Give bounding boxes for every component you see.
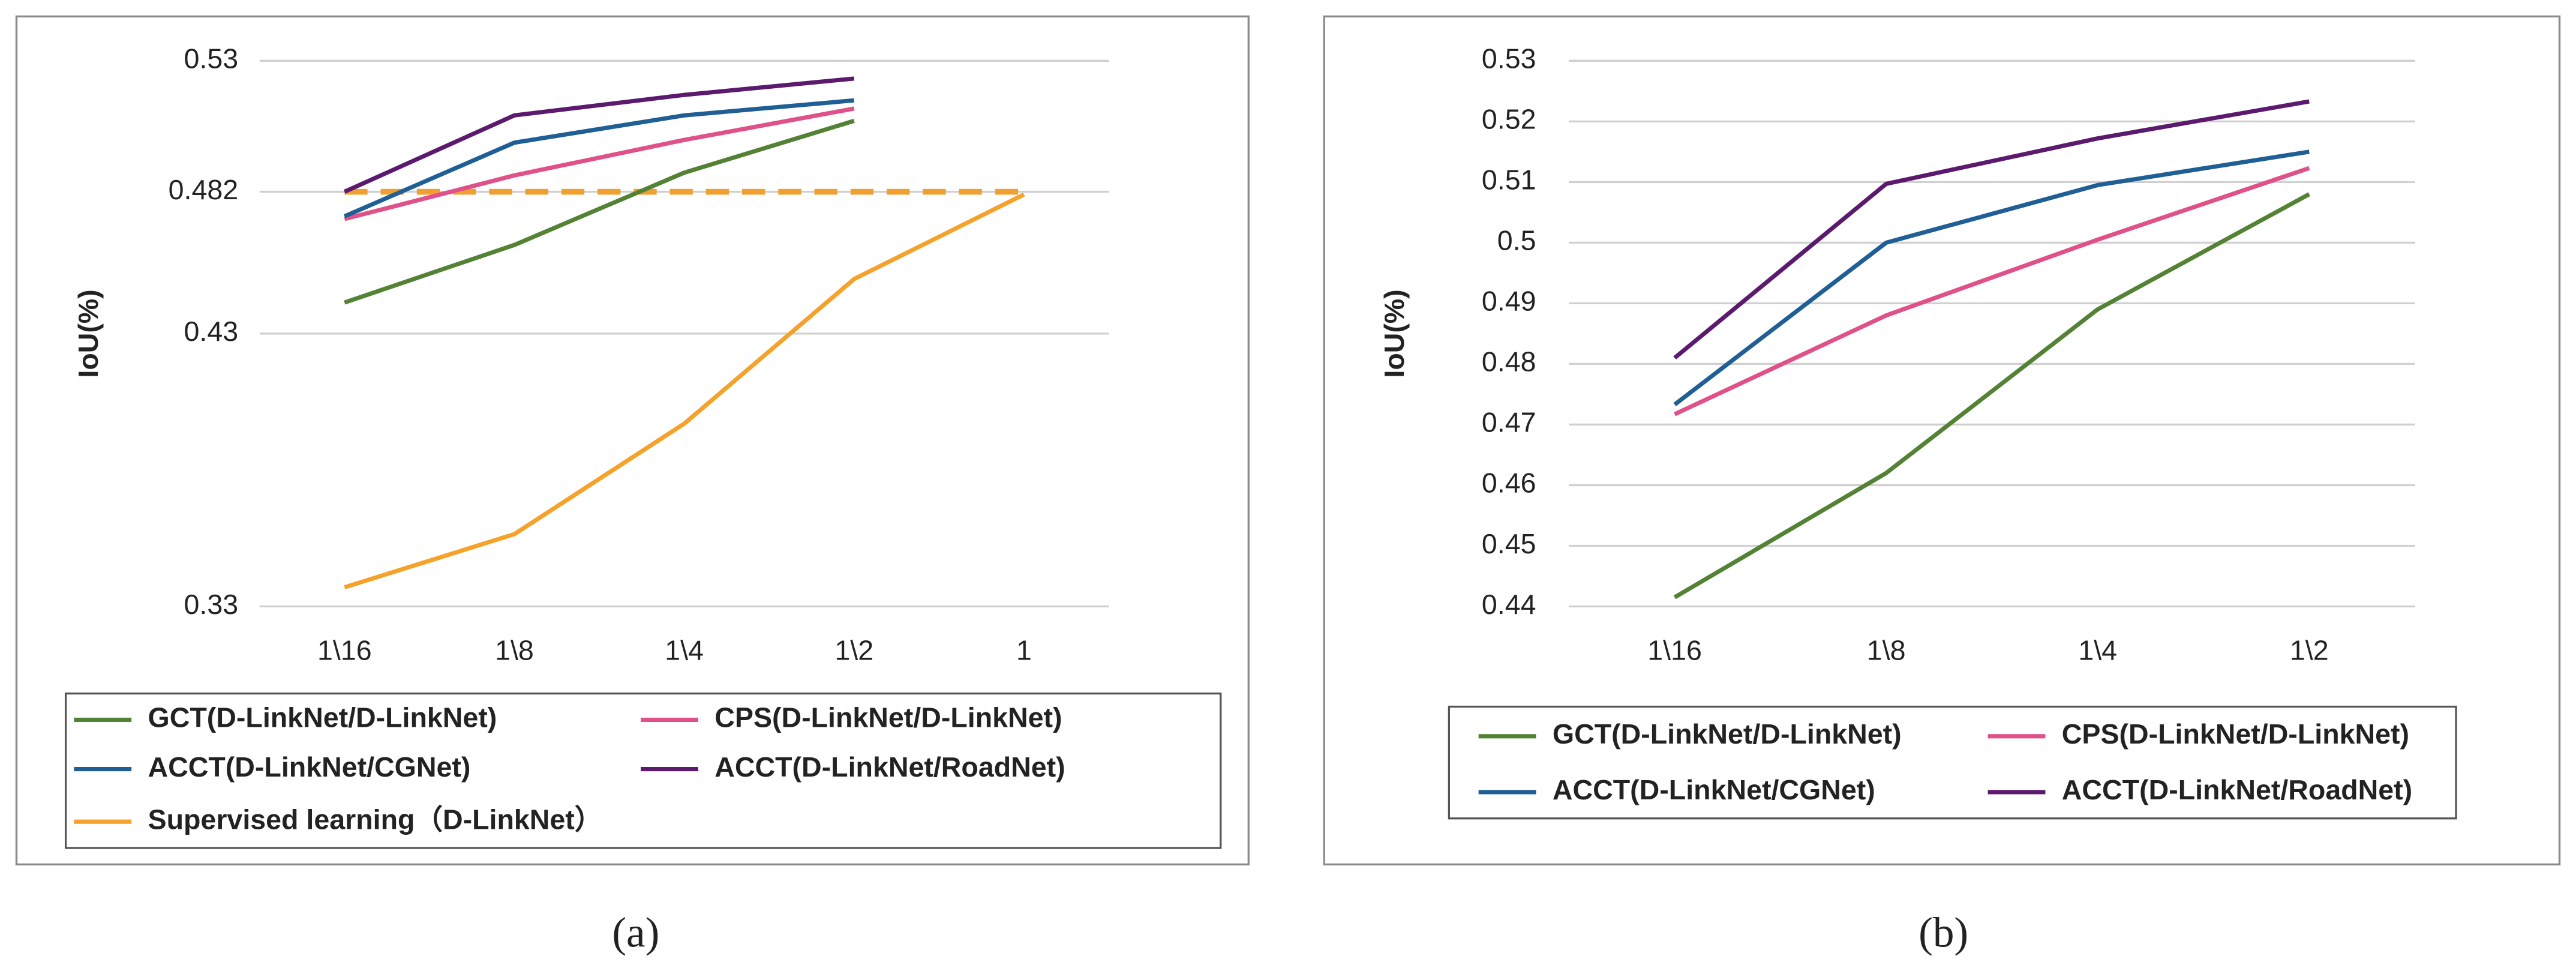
- legend-label: CPS(D-LinkNet/D-LinkNet): [2062, 718, 2409, 750]
- y-tick-label: 0.52: [1482, 104, 1536, 135]
- x-tick-label: 1\16: [1647, 634, 1702, 666]
- y-axis-label: IoU(%): [1379, 289, 1410, 377]
- series-line: [1673, 149, 2310, 406]
- x-tick-label: 1\4: [2078, 634, 2117, 666]
- legend-label: CPS(D-LinkNet/D-LinkNet): [714, 702, 1062, 733]
- series-line: [343, 76, 855, 194]
- y-tick-label: 0.51: [1482, 164, 1536, 196]
- caption: (b): [1919, 909, 1968, 956]
- y-tick-label: 0.482: [169, 174, 238, 205]
- legend-label: GCT(D-LinkNet/D-LinkNet): [148, 702, 497, 733]
- y-tick-label: 0.33: [184, 589, 239, 620]
- y-tick-label: 0.46: [1482, 467, 1536, 499]
- legend-label: ACCT(D-LinkNet/CGNet): [1553, 774, 1875, 805]
- series-line: [1673, 192, 2310, 600]
- legend-label: GCT(D-LinkNet/D-LinkNet): [1553, 718, 1902, 750]
- series-line: [343, 98, 855, 218]
- legend-label: ACCT(D-LinkNet/RoadNet): [714, 751, 1065, 783]
- y-tick-label: 0.49: [1482, 286, 1536, 317]
- chart-frame: [1323, 15, 2561, 866]
- series-line: [344, 118, 855, 305]
- x-tick-label: 1\4: [665, 634, 704, 666]
- x-tick-label: 1\8: [495, 634, 534, 666]
- y-tick-label: 0.47: [1482, 407, 1536, 438]
- legend-box: [1448, 705, 2457, 820]
- legend-label: ACCT(D-LinkNet/CGNet): [148, 751, 471, 783]
- y-tick-label: 0.5: [1497, 225, 1536, 256]
- series-line: [1674, 166, 2310, 416]
- y-tick-label: 0.43: [184, 316, 239, 347]
- series-line: [1673, 99, 2310, 360]
- x-tick-label: 1\2: [2290, 634, 2329, 666]
- x-tick-label: 1: [1016, 634, 1032, 666]
- x-tick-label: 1\2: [834, 634, 873, 666]
- series-line: [344, 106, 855, 221]
- y-tick-label: 0.53: [184, 43, 239, 74]
- series-line: [344, 192, 1025, 590]
- y-tick-label: 0.53: [1482, 43, 1536, 74]
- chart-frame: [15, 15, 1250, 866]
- caption: (a): [612, 909, 659, 956]
- x-tick-label: 1\8: [1867, 634, 1906, 666]
- y-axis-label: IoU(%): [73, 289, 104, 377]
- x-tick-label: 1\16: [317, 634, 372, 666]
- y-tick-label: 0.48: [1482, 346, 1536, 377]
- legend-label: ACCT(D-LinkNet/RoadNet): [2062, 774, 2412, 805]
- legend-box: [64, 692, 1222, 849]
- y-tick-label: 0.45: [1482, 528, 1536, 559]
- y-tick-label: 0.44: [1482, 589, 1536, 620]
- legend-label: Supervised learning（D-LinkNet）: [148, 804, 603, 835]
